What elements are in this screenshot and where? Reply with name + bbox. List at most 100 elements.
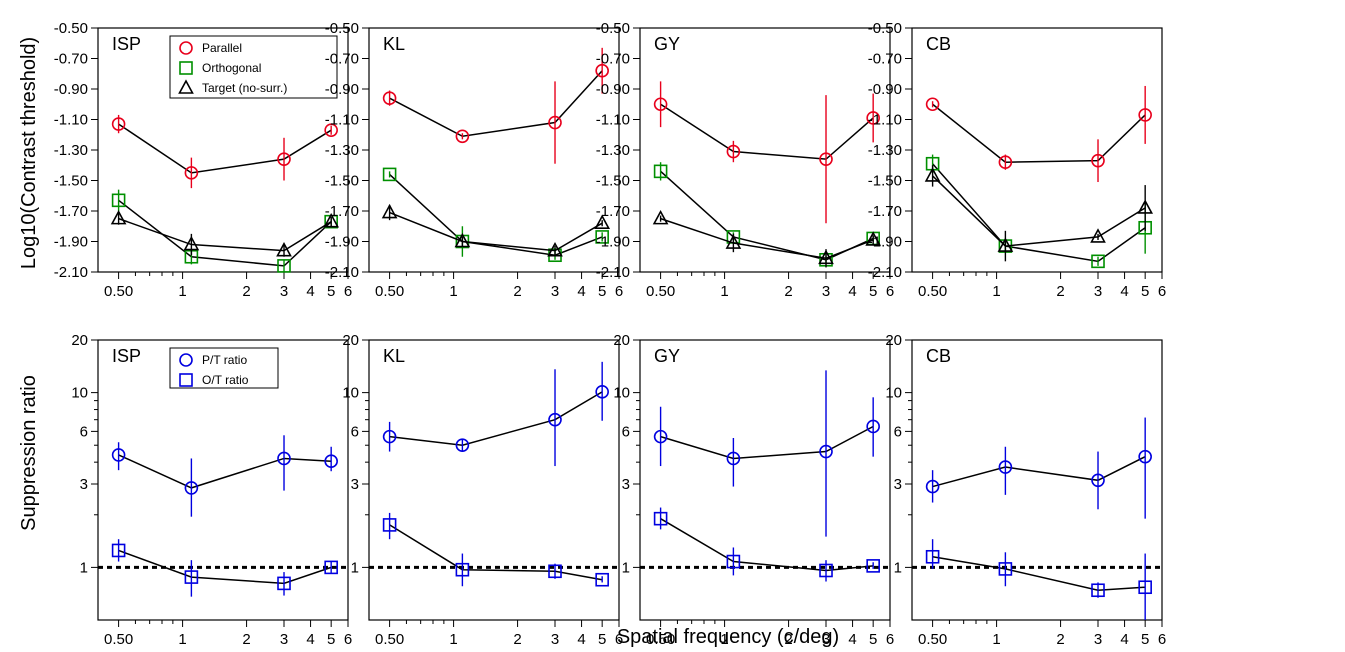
y-tick-label: -2.10: [325, 264, 359, 281]
x-tick-label: 0.50: [918, 631, 947, 648]
y-tick-label: 10: [613, 385, 630, 402]
plot-frame: [911, 27, 1163, 273]
series-target-no-surr-: [652, 209, 882, 268]
y-tick-label: -1.10: [54, 112, 88, 129]
y-tick-label: 6: [894, 423, 902, 440]
series-line: [660, 217, 874, 260]
data-point: [653, 429, 668, 444]
x-tick-label: 0.50: [104, 631, 133, 648]
data-point: [183, 235, 200, 251]
series-line: [118, 217, 332, 252]
x-tick-label: 1: [178, 283, 186, 300]
data-point: [382, 429, 397, 444]
x-tick-label: 3: [822, 631, 830, 648]
x-tick-label: 4: [577, 283, 585, 300]
y-tick-label: 6: [80, 423, 88, 440]
series-o-t-ratio: [653, 507, 880, 582]
y-tick-label: 10: [342, 385, 359, 402]
y-tick-label: 3: [622, 476, 630, 493]
legend-marker: [179, 61, 193, 75]
y-tick-label: -1.10: [325, 112, 359, 129]
data-point: [276, 241, 292, 257]
series-line: [118, 454, 332, 489]
x-tick-label: 5: [327, 631, 335, 648]
series-line: [660, 103, 874, 160]
y-tick-label: -0.50: [325, 20, 359, 37]
series-line: [118, 123, 332, 174]
x-tick-label: 2: [784, 631, 792, 648]
data-point: [1137, 199, 1154, 214]
series-line: [118, 199, 332, 267]
panel-gy-threshold: 0.50 1 2 3 4 5 6-0.50-0.70-0.90-1.10-1.30-1.50…: [596, 20, 894, 300]
data-point: [595, 63, 609, 78]
y-tick-label: -1.50: [868, 173, 902, 190]
y-tick-label: 10: [71, 385, 88, 402]
data-point: [818, 249, 834, 265]
legend-marker: [179, 373, 193, 387]
data-point: [997, 237, 1014, 252]
x-tick-label: 5: [1141, 283, 1149, 300]
series-o-t-ratio: [925, 539, 1152, 620]
x-tick-label: 6: [886, 631, 894, 648]
data-point: [1091, 473, 1105, 488]
y-tick-label: -0.70: [325, 51, 359, 68]
data-point: [925, 97, 940, 112]
data-point: [277, 152, 291, 166]
y-tick-label: -0.90: [54, 81, 88, 98]
y-tick-label: -1.30: [868, 142, 902, 159]
panel-label: GY: [654, 346, 680, 366]
y-tick-label: -0.90: [596, 81, 630, 98]
data-point: [184, 166, 199, 180]
data-point: [925, 479, 940, 494]
x-axis-label: Spatial frequency (c/deg): [617, 626, 839, 648]
series-line: [389, 391, 603, 446]
data-point: [324, 123, 338, 137]
series-line: [389, 173, 603, 256]
x-tick-label: 3: [551, 631, 559, 648]
x-tick-label: 6: [1158, 631, 1166, 648]
data-point: [725, 234, 742, 249]
data-point: [595, 572, 609, 587]
series-line: [932, 456, 1146, 488]
series-line: [660, 425, 874, 460]
data-point: [323, 212, 340, 228]
plot-frame: [639, 339, 891, 621]
x-tick-label: 1: [178, 631, 186, 648]
legend-entry: Orthogonal: [202, 61, 261, 75]
y-tick-label: -1.30: [54, 142, 88, 159]
y-tick-label: 1: [80, 559, 88, 576]
x-tick-label: 1: [449, 283, 457, 300]
x-tick-label: 0.50: [375, 283, 404, 300]
data-point: [1091, 583, 1105, 598]
data-point: [866, 559, 880, 573]
data-point: [726, 451, 741, 466]
data-point: [819, 444, 833, 459]
series-line: [118, 549, 332, 585]
series-p-t-ratio: [653, 370, 880, 537]
y-tick-label: -1.90: [325, 234, 359, 251]
data-point: [1138, 449, 1152, 464]
x-tick-label: 5: [869, 631, 877, 648]
data-point: [1090, 228, 1106, 243]
x-tick-label: 3: [280, 283, 288, 300]
plot-frame: [97, 339, 349, 621]
y-tick-label: 10: [885, 385, 902, 402]
data-point: [1138, 580, 1152, 595]
series-line: [932, 556, 1146, 591]
legend: Parallel Orthogonal Target (no-surr.): [169, 35, 338, 99]
x-tick-label: 3: [1094, 283, 1102, 300]
data-point: [184, 481, 199, 495]
data-point: [455, 129, 470, 144]
series-orthogonal: [925, 154, 1152, 269]
y-tick-label: 1: [351, 559, 359, 576]
x-tick-label: 4: [577, 631, 585, 648]
series-o-t-ratio: [111, 539, 338, 597]
x-tick-label: 6: [886, 283, 894, 300]
x-tick-label: 6: [615, 631, 623, 648]
series-orthogonal: [382, 167, 609, 263]
x-tick-label: 6: [1158, 283, 1166, 300]
series-o-t-ratio: [382, 512, 609, 587]
